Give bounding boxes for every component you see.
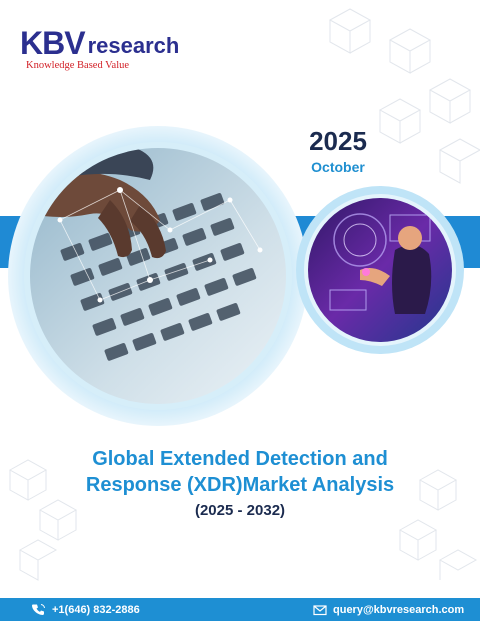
contact-footer: +1(646) 832-2886 query@kbvresearch.com	[0, 598, 480, 621]
title-line-1: Global Extended Detection and	[92, 448, 388, 470]
report-month: October	[311, 159, 365, 175]
kbv-logo: KBV research Knowledge Based Value	[20, 25, 180, 71]
logo-tagline: Knowledge Based Value	[26, 60, 130, 71]
title-period: (2025 - 2032)	[194, 502, 286, 519]
report-year: 2025	[309, 126, 367, 156]
logo-mark: KBV	[20, 25, 86, 61]
title-line-2: Response (XDR)Market Analysis	[85, 474, 395, 496]
logo-word: research	[87, 33, 180, 58]
phone-contact[interactable]: +1(646) 832-2886	[32, 598, 140, 621]
phone-icon	[32, 603, 45, 615]
email-contact[interactable]: query@kbvresearch.com	[313, 598, 464, 621]
report-title: Global Extended Detection and Response (…	[0, 446, 480, 522]
email-icon	[313, 604, 327, 615]
logo-wordmark: KBV research	[20, 25, 180, 61]
email-address: query@kbvresearch.com	[333, 603, 465, 616]
phone-number: +1(646) 832-2886	[52, 603, 140, 616]
